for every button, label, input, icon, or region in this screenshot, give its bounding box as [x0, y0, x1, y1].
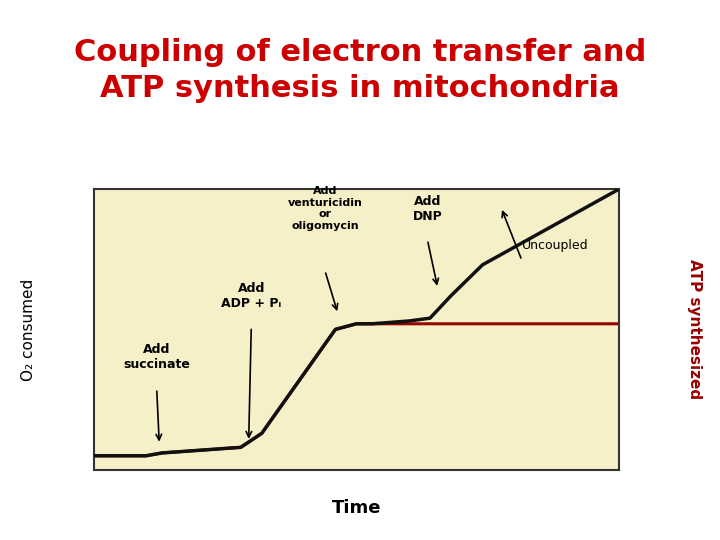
Text: Uncoupled: Uncoupled	[522, 239, 588, 252]
Text: Add
venturicidin
or
oligomycin: Add venturicidin or oligomycin	[287, 186, 362, 231]
Text: Coupling of electron transfer and
ATP synthesis in mitochondria: Coupling of electron transfer and ATP sy…	[74, 38, 646, 103]
Text: O₂ consumed: O₂ consumed	[22, 278, 36, 381]
Text: ATP synthesized: ATP synthesized	[688, 259, 702, 400]
Text: Time: Time	[332, 498, 381, 517]
Text: Add
succinate: Add succinate	[123, 343, 190, 372]
Text: Add
ADP + Pᵢ: Add ADP + Pᵢ	[221, 282, 282, 310]
Text: Add
DNP: Add DNP	[413, 194, 442, 222]
